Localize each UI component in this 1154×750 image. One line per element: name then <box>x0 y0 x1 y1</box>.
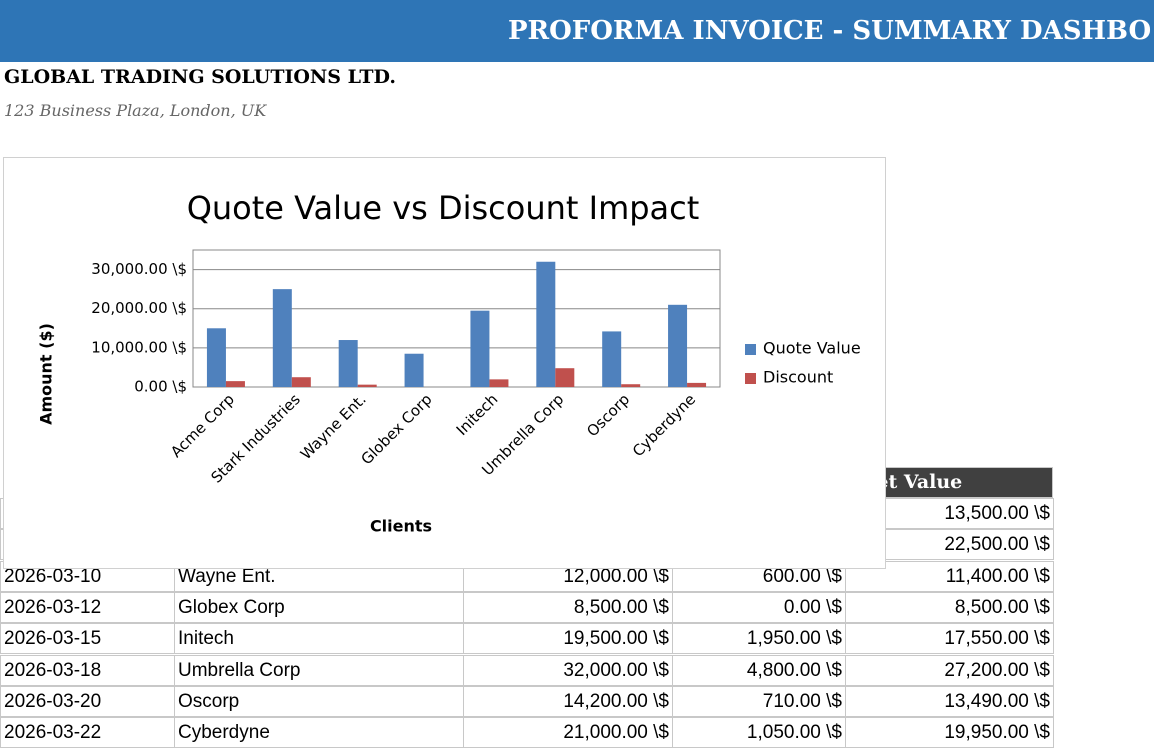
bar <box>225 381 245 387</box>
table-cell: Umbrella Corp <box>174 654 464 686</box>
header-bar: PROFORMA INVOICE - SUMMARY DASHBO <box>0 0 1154 62</box>
bar <box>536 261 556 387</box>
bar <box>470 310 490 387</box>
y-tick-label: 10,000.00 \$ <box>91 338 187 356</box>
y-tick-label: 0.00 \$ <box>134 378 187 396</box>
table-cell: 8,500.00 \$ <box>845 591 1054 623</box>
bar <box>602 331 622 387</box>
table-cell: 8,500.00 \$ <box>463 591 673 623</box>
bar <box>291 377 311 387</box>
bar <box>338 340 358 387</box>
legend-swatch <box>745 344 756 355</box>
table-cell: 17,550.00 \$ <box>845 623 1054 655</box>
table-cell: 710.00 \$ <box>672 685 846 717</box>
company-address: 123 Business Plaza, London, UK <box>4 101 267 120</box>
table-cell: 27,200.00 \$ <box>845 654 1054 686</box>
bar <box>357 384 377 387</box>
table-cell: 2026-03-15 <box>0 623 175 655</box>
table-cell: Globex Corp <box>174 591 464 623</box>
table-cell: 13,490.00 \$ <box>845 685 1054 717</box>
table-cell: 0.00 \$ <box>672 591 846 623</box>
x-axis-label: Clients <box>370 517 432 536</box>
table-cell: 2026-03-20 <box>0 685 175 717</box>
bar <box>555 368 575 387</box>
legend-label: Discount <box>763 368 833 387</box>
y-tick-label: 20,000.00 \$ <box>91 299 187 317</box>
table-cell: 14,200.00 \$ <box>463 685 673 717</box>
bar <box>404 353 424 387</box>
chart-title: Quote Value vs Discount Impact <box>187 189 700 227</box>
chart-frame <box>3 157 886 569</box>
bar <box>668 304 688 387</box>
table-cell: 11,400.00 \$ <box>845 560 1054 592</box>
table-cell: 2026-03-22 <box>0 717 175 749</box>
table-cell: 1,950.00 \$ <box>672 623 846 655</box>
table-cell: 4,800.00 \$ <box>672 654 846 686</box>
table-cell: 19,950.00 \$ <box>845 717 1054 749</box>
table-cell: 21,000.00 \$ <box>463 717 673 749</box>
legend-label: Quote Value <box>763 339 861 358</box>
legend-swatch <box>745 373 756 384</box>
table-cell: Initech <box>174 623 464 655</box>
table-cell: Oscorp <box>174 685 464 717</box>
table-cell: 32,000.00 \$ <box>463 654 673 686</box>
bar <box>687 382 707 387</box>
bar <box>272 289 292 387</box>
table-cell: 1,050.00 \$ <box>672 717 846 749</box>
table-cell: 2026-03-18 <box>0 654 175 686</box>
bar <box>489 379 509 387</box>
company-name: GLOBAL TRADING SOLUTIONS LTD. <box>4 66 396 88</box>
table-cell: 2026-03-12 <box>0 591 175 623</box>
table-cell: 19,500.00 \$ <box>463 623 673 655</box>
chart: Quote Value vs Discount Impact Clients A… <box>3 157 886 569</box>
y-tick-label: 30,000.00 \$ <box>91 260 187 278</box>
header-title: PROFORMA INVOICE - SUMMARY DASHBO <box>508 16 1152 46</box>
table-cell: Cyberdyne <box>174 717 464 749</box>
bar <box>621 384 641 387</box>
y-axis-label: Amount ($) <box>37 323 56 425</box>
bar <box>206 328 226 387</box>
